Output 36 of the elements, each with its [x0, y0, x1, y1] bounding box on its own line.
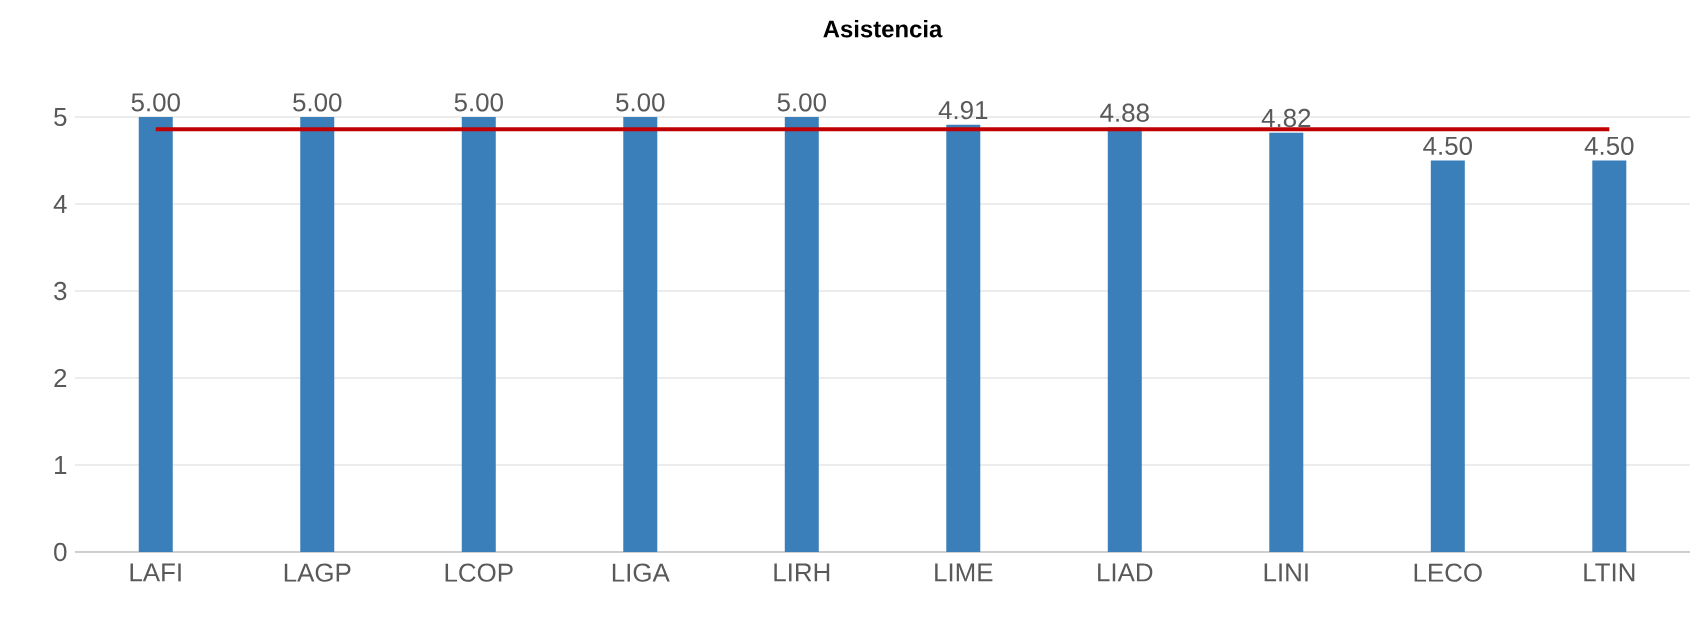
- data-label: 4.50: [1584, 136, 1634, 155]
- y-tick-label: 2: [54, 368, 67, 388]
- x-tick-label: LECO: [1414, 563, 1482, 582]
- bar: [946, 124, 981, 552]
- data-label: 4.91: [938, 100, 988, 120]
- data-label: 5.00: [777, 93, 826, 112]
- bar: [300, 117, 335, 552]
- x-tick-label: LIAD: [1098, 563, 1153, 582]
- bar: [1269, 132, 1304, 552]
- bar: [461, 117, 496, 552]
- y-tick-label: 5: [54, 107, 67, 127]
- data-label: 5.00: [131, 93, 180, 112]
- x-tick-label: LCOP: [445, 563, 513, 582]
- bar: [784, 117, 819, 552]
- bar: [1592, 160, 1627, 552]
- x-tick-label: LINI: [1264, 563, 1308, 582]
- data-label: 4.82: [1261, 108, 1311, 128]
- x-tick-label: LIRH: [774, 563, 830, 582]
- data-label: 5.00: [293, 93, 342, 112]
- data-label: 5.00: [616, 93, 665, 112]
- bar: [138, 117, 173, 552]
- x-tick-label: LIME: [935, 563, 993, 582]
- x-tick-label: LAGP: [284, 563, 351, 582]
- y-tick-label: 4: [53, 195, 67, 213]
- y-tick-label: 0: [54, 542, 67, 562]
- y-tick-label: 3: [54, 281, 67, 301]
- x-tick-label: LTIN: [1584, 563, 1635, 582]
- data-label: 4.50: [1423, 136, 1472, 155]
- data-label: 4.88: [1100, 103, 1149, 122]
- bar: [1430, 160, 1465, 552]
- x-tick-label: LAFI: [130, 563, 181, 582]
- bar: [623, 117, 658, 552]
- y-tick-label: 1: [55, 456, 67, 474]
- x-tick-label: LIGA: [612, 563, 670, 582]
- data-label: 5.00: [454, 93, 503, 112]
- chart-title: Asistencia: [823, 19, 943, 38]
